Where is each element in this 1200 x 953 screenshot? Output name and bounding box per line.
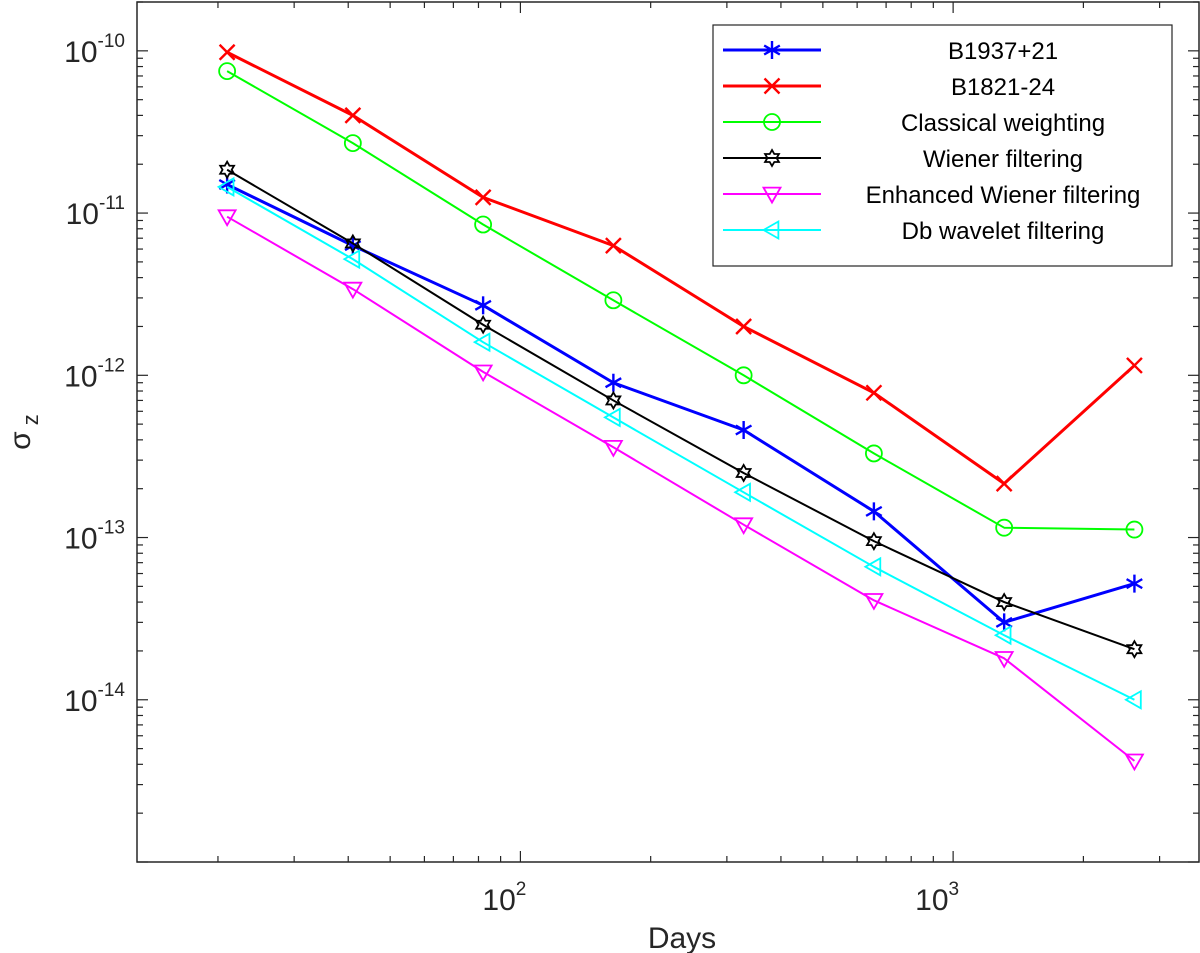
legend-entry: B1937+21: [723, 38, 1058, 65]
data-point: [1125, 639, 1143, 660]
series-line: [226, 50, 1136, 486]
legend-label: Classical weighting: [901, 110, 1105, 137]
legend-entry: Enhanced Wiener filtering: [723, 182, 1140, 209]
legend-label: Wiener filtering: [923, 146, 1083, 173]
series-db-wavelet-filtering: [216, 176, 1142, 710]
series-line: [226, 168, 1135, 651]
series-enhanced-wiener-filtering: [217, 209, 1145, 772]
legend-label: B1821-24: [951, 74, 1055, 101]
data-point: [603, 440, 624, 458]
legend-label: Db wavelet filtering: [902, 218, 1105, 245]
data-point: [735, 421, 753, 440]
data-point: [474, 296, 492, 315]
data-point: [735, 463, 753, 483]
data-point: [995, 518, 1014, 537]
data-point: [342, 249, 361, 270]
legend-entry: Wiener filtering: [723, 146, 1083, 173]
data-point: [995, 613, 1013, 632]
data-point: [474, 188, 492, 206]
series-line: [226, 70, 1135, 531]
data-point: [1124, 753, 1145, 772]
data-point: [474, 314, 492, 335]
data-point: [604, 373, 622, 392]
plot-frame: [136, 1, 1200, 863]
data-point: [604, 390, 622, 411]
data-point: [863, 593, 884, 611]
data-point: [1125, 520, 1144, 539]
legend-entry: Db wavelet filtering: [723, 218, 1104, 245]
y-tick-label: 10-11: [66, 193, 125, 231]
y-tick-label: 10-13: [64, 518, 125, 556]
data-point: [218, 62, 237, 81]
series-wiener-filtering: [218, 159, 1143, 660]
y-tick-label: 10-10: [64, 31, 125, 69]
data-point: [1125, 574, 1143, 593]
data-point: [1126, 357, 1143, 374]
data-point: [474, 215, 493, 234]
data-point: [216, 176, 235, 197]
data-point: [865, 444, 883, 463]
x-tick-label: 102: [482, 879, 526, 917]
data-point: [344, 233, 362, 254]
data-point: [604, 291, 623, 310]
series-line: [226, 183, 1135, 624]
series-b1821-24: [218, 43, 1143, 492]
y-axis-label: σ z: [4, 414, 43, 450]
legend-entry: B1821-24: [723, 74, 1055, 101]
data-point: [995, 592, 1013, 612]
legend: B1937+21 B1821-24 Classical weighting Wiene…: [712, 24, 1173, 267]
data-point: [218, 43, 236, 61]
data-point: [605, 237, 622, 254]
series-group: [216, 43, 1145, 772]
x-axis-label: Days: [648, 922, 716, 953]
data-point: [343, 134, 362, 152]
legend-label: B1937+21: [948, 38, 1058, 65]
axes: 10-14 10-13 10-12 10-11 10-10 102 103 Days σ z: [4, 1, 1200, 953]
series-line: [226, 215, 1136, 762]
data-point: [865, 502, 883, 521]
data-point: [994, 651, 1015, 669]
data-point: [344, 107, 362, 124]
data-point: [734, 366, 753, 385]
legend-entry: Classical weighting: [723, 110, 1105, 137]
data-point: [472, 332, 491, 353]
data-point: [995, 475, 1013, 492]
data-point: [865, 531, 883, 551]
data-point: [217, 209, 238, 227]
y-tick-label: 10-14: [64, 680, 125, 718]
series-line: [226, 186, 1135, 701]
series-b1937-21: [218, 175, 1143, 632]
data-point: [735, 318, 752, 335]
data-point: [733, 482, 751, 503]
y-tick-label: 10-12: [64, 355, 125, 393]
data-point: [1124, 689, 1142, 710]
data-point: [342, 281, 363, 300]
x-tick-label: 103: [915, 879, 959, 917]
data-point: [473, 364, 494, 383]
legend-label: Enhanced Wiener filtering: [866, 182, 1141, 209]
data-point: [863, 556, 882, 577]
data-point: [733, 517, 754, 536]
series-classical-weighting: [218, 62, 1144, 539]
data-point: [993, 625, 1012, 646]
legend-box: [712, 24, 1173, 267]
data-point: [865, 384, 883, 402]
data-point: [218, 159, 236, 180]
data-point: [603, 407, 621, 428]
